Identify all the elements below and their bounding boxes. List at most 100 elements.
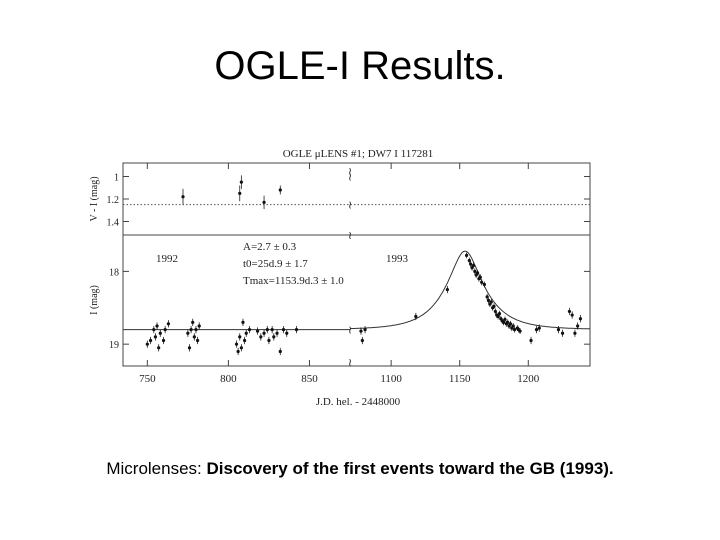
data-point: [506, 320, 510, 324]
data-point: [244, 331, 248, 335]
data-point: [158, 331, 162, 335]
data-point: [359, 329, 363, 333]
data-point: [195, 338, 200, 343]
data-point: [243, 338, 247, 343]
data-point: [148, 338, 153, 343]
data-points: [145, 175, 583, 356]
data-point: [275, 331, 279, 335]
data-point: [152, 328, 156, 332]
data-point: [529, 338, 533, 343]
data-point: [194, 328, 198, 332]
data-point: [478, 275, 482, 279]
data-point: [469, 262, 473, 266]
data-point: [503, 317, 507, 322]
data-point: [502, 320, 506, 324]
data-point: [576, 324, 580, 328]
x-tick-label: 1100: [380, 373, 402, 385]
plot-frame: [122, 162, 591, 367]
data-point: [192, 335, 196, 339]
data-point: [239, 346, 243, 350]
data-point: [155, 324, 159, 328]
y-tick-label: 1: [114, 173, 119, 184]
x-tick-label: 1150: [449, 373, 471, 385]
x-tick-label: 800: [220, 373, 237, 385]
year-label-1992: 1992: [156, 253, 178, 265]
data-point: [570, 313, 574, 317]
data-point: [181, 195, 185, 199]
data-point: [294, 328, 299, 332]
axis-break-mark: ≀: [348, 172, 352, 184]
data-point: [241, 320, 245, 324]
data-point: [482, 282, 486, 287]
fit-curve-group: [350, 250, 591, 330]
data-point: [187, 346, 192, 350]
fit-tmax-text: Tmax=1153.9d.3 ± 1.0: [243, 275, 344, 287]
y-tick-label: 18: [109, 267, 119, 278]
data-point: [414, 314, 418, 319]
data-point: [534, 328, 539, 332]
data-point: [238, 335, 242, 339]
reference-lines: [123, 204, 590, 331]
axis-break-marks: ≀≀≀≀≀≀: [348, 166, 352, 369]
data-point: [236, 349, 240, 354]
fit-curve: [350, 250, 591, 330]
data-point: [360, 338, 364, 343]
data-point: [145, 342, 149, 346]
data-point: [247, 328, 252, 332]
caption-prefix: Microlenses:: [106, 459, 207, 478]
data-point: [493, 309, 497, 314]
year-label-1993: 1993: [386, 253, 409, 265]
data-point: [262, 200, 266, 204]
caption-bold: Discovery of the first events toward the…: [206, 459, 614, 478]
data-point: [238, 191, 242, 195]
data-point: [255, 329, 260, 333]
data-point: [281, 328, 286, 332]
data-point: [480, 280, 484, 284]
data-point: [270, 328, 274, 332]
slide-caption: Microlenses: Discovery of the first even…: [0, 459, 720, 479]
data-point: [197, 324, 201, 328]
data-point: [189, 328, 193, 332]
fit-amplitude-text: A=2.7 ± 0.3: [243, 241, 297, 253]
axis-break-mark: ≀: [348, 230, 352, 242]
data-point: [508, 322, 513, 326]
axis-break-mark: ≀: [348, 325, 352, 337]
data-point: [511, 324, 515, 328]
data-point: [578, 317, 583, 321]
data-point: [262, 331, 266, 335]
data-point: [278, 349, 282, 354]
data-point: [537, 326, 541, 330]
data-point: [496, 314, 500, 319]
data-point: [163, 328, 167, 332]
data-point: [234, 342, 239, 346]
axis-ticks: 750 800 850 1100 1150 1200 1 1.2 1.4 18 19: [107, 163, 590, 385]
data-point: [489, 300, 493, 304]
data-point: [285, 331, 289, 335]
data-point: [161, 338, 166, 343]
data-point: [166, 322, 170, 326]
data-point: [485, 295, 489, 299]
y-tick-label: 19: [109, 340, 119, 351]
data-point: [567, 309, 572, 314]
x-tick-label: 750: [139, 373, 156, 385]
data-point: [191, 320, 195, 324]
data-point: [492, 304, 496, 308]
data-point: [278, 188, 282, 192]
data-point: [363, 328, 367, 332]
data-point: [573, 331, 577, 335]
data-point: [471, 263, 476, 268]
x-tick-label: 850: [301, 373, 318, 385]
data-point: [512, 328, 517, 332]
data-point: [272, 335, 276, 339]
slide-title: OGLE-I Results.: [214, 44, 506, 88]
fit-t0-text: t0=25d.9 ± 1.7: [243, 258, 308, 270]
axis-break-mark: ≀: [348, 357, 352, 369]
data-point: [186, 331, 190, 335]
data-point: [464, 253, 469, 257]
data-point: [475, 271, 480, 275]
data-point: [445, 287, 449, 292]
data-point: [560, 331, 565, 335]
data-point: [157, 346, 161, 350]
data-point: [486, 298, 491, 303]
